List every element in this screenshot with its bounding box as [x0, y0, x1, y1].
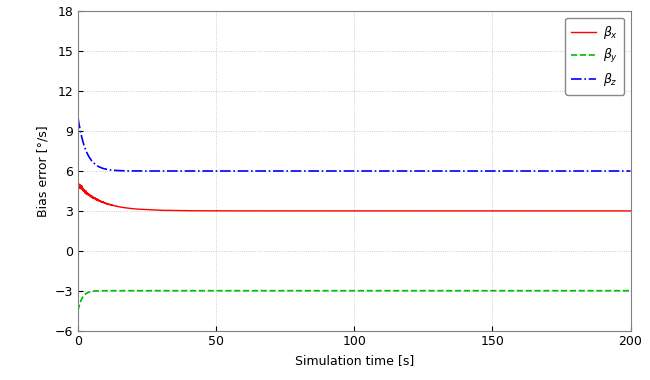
$\beta_x$: [582, 209, 590, 213]
$\beta_z$: [582, 169, 590, 173]
$\beta_x$: [306, 209, 314, 213]
$\beta_y$: [74, 308, 82, 313]
$\beta_z$: [337, 169, 344, 173]
Line: $\beta_y$: $\beta_y$: [78, 291, 630, 310]
$\beta_z$: [306, 169, 314, 173]
$\beta_x$: [74, 181, 82, 186]
X-axis label: Simulation time [s]: Simulation time [s]: [294, 354, 414, 367]
Legend: $\beta_x$, $\beta_y$, $\beta_z$: $\beta_x$, $\beta_y$, $\beta_z$: [566, 17, 624, 95]
$\beta_z$: [476, 169, 484, 173]
$\beta_y$: [476, 288, 484, 293]
$\beta_z$: [610, 169, 617, 173]
Y-axis label: Bias error [°/s]: Bias error [°/s]: [36, 125, 49, 217]
$\beta_y$: [226, 288, 233, 293]
$\beta_y$: [610, 288, 617, 293]
$\beta_z$: [74, 116, 82, 120]
$\beta_x$: [610, 209, 617, 213]
$\beta_y$: [306, 288, 314, 293]
$\beta_z$: [311, 169, 318, 173]
$\beta_x$: [627, 209, 634, 213]
$\beta_x$: [75, 181, 83, 185]
$\beta_z$: [378, 169, 386, 173]
$\beta_y$: [337, 288, 344, 293]
$\beta_z$: [627, 169, 634, 173]
$\beta_x$: [337, 209, 344, 213]
$\beta_y$: [582, 288, 590, 293]
Line: $\beta_z$: $\beta_z$: [78, 118, 630, 171]
$\beta_y$: [311, 288, 318, 293]
$\beta_y$: [627, 288, 634, 293]
$\beta_x$: [476, 209, 484, 213]
$\beta_x$: [311, 209, 318, 213]
Line: $\beta_x$: $\beta_x$: [78, 183, 630, 211]
